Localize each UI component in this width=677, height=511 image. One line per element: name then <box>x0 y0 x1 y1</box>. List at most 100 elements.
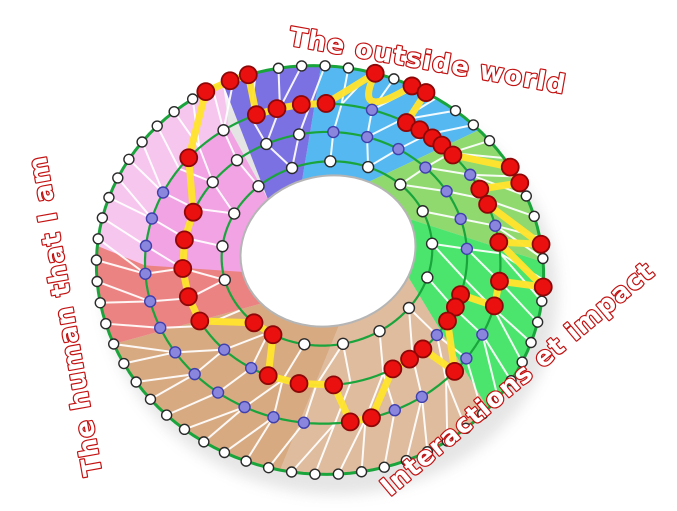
spoke-line <box>424 166 472 176</box>
spoke-line <box>313 422 336 476</box>
node-purple <box>365 103 379 117</box>
spoke-line <box>366 119 402 139</box>
node-red-path <box>173 259 193 278</box>
node-white <box>92 233 104 245</box>
node-white <box>467 119 480 131</box>
node-white <box>400 454 413 467</box>
node-white <box>186 93 199 105</box>
spoke-line <box>383 409 396 469</box>
node-white <box>319 60 331 72</box>
node-purple <box>489 219 502 232</box>
spoke-line <box>360 418 367 473</box>
node-white <box>449 104 462 117</box>
spoke-line <box>290 422 336 474</box>
node-red-path <box>484 296 504 316</box>
node-red-path <box>179 148 199 168</box>
node-white <box>378 461 390 473</box>
node-white <box>178 423 191 436</box>
spoke-line <box>445 378 467 430</box>
node-purple <box>388 404 401 417</box>
node-white <box>260 137 273 151</box>
node-white <box>107 338 120 350</box>
node-red-path <box>190 311 210 331</box>
spoke-line <box>267 421 305 469</box>
node-white <box>285 161 299 175</box>
node-white <box>198 436 210 448</box>
spoke-line <box>492 307 533 344</box>
node-white <box>160 409 173 421</box>
node-white <box>130 376 142 388</box>
spoke-line <box>405 395 423 462</box>
node-white <box>123 153 135 166</box>
node-red-path <box>220 71 240 91</box>
node-red-path <box>531 234 551 254</box>
node-purple <box>297 416 311 429</box>
node-white <box>103 191 115 204</box>
sector-salmon <box>96 245 262 345</box>
node-white <box>505 374 517 387</box>
spoke-line <box>174 348 226 354</box>
node-white <box>217 124 230 137</box>
wheel-layers <box>90 60 558 495</box>
node-white <box>477 408 489 420</box>
spoke-line <box>156 125 181 170</box>
spoke-line <box>104 322 162 329</box>
node-purple <box>139 267 152 280</box>
node-white <box>483 135 496 147</box>
spoke-line <box>97 237 147 275</box>
node-white <box>309 468 321 480</box>
node-purple <box>169 346 182 359</box>
node-purple <box>454 212 467 226</box>
node-red-path <box>258 366 278 386</box>
node-white <box>388 73 400 85</box>
spoke-line <box>481 333 513 382</box>
node-red-path <box>490 271 509 291</box>
node-red-path <box>383 359 403 379</box>
spoke-line <box>342 342 352 384</box>
spoke-line <box>112 343 177 354</box>
node-purple <box>245 361 258 375</box>
node-red-path <box>178 287 198 307</box>
node-white <box>402 301 416 315</box>
node-red-path <box>533 277 553 297</box>
node-white <box>228 207 241 220</box>
label-human-that-i-am: The human that I am <box>23 153 109 478</box>
node-purple <box>217 343 231 356</box>
spoke-line <box>340 66 350 106</box>
node-red-path <box>316 94 336 113</box>
spoke-line <box>245 416 275 463</box>
node-white <box>218 273 231 287</box>
node-white <box>332 468 345 480</box>
node-purple <box>360 130 374 144</box>
node-white <box>361 160 375 174</box>
spoke-line <box>127 158 165 194</box>
node-purple <box>156 186 170 199</box>
node-white <box>537 252 549 265</box>
node-white <box>324 155 337 168</box>
node-white <box>206 175 219 189</box>
node-white <box>298 338 311 351</box>
node-white <box>531 316 544 328</box>
spoke-line <box>122 351 177 365</box>
node-red-path <box>238 65 258 85</box>
node-white <box>216 240 229 253</box>
node-purple <box>238 400 251 414</box>
node-purple <box>476 328 489 341</box>
node-purple <box>145 212 159 225</box>
node-purple <box>139 239 153 253</box>
node-white <box>272 62 285 74</box>
node-white <box>240 455 252 467</box>
node-white <box>492 392 504 404</box>
node-white <box>536 295 548 307</box>
spoke-line <box>420 395 429 453</box>
spoke-line <box>165 391 220 417</box>
node-white <box>355 466 368 478</box>
node-red-path <box>174 230 194 250</box>
node-white <box>252 180 265 193</box>
spoke-line <box>202 406 246 443</box>
spoke-line <box>217 367 253 394</box>
node-purple <box>392 142 405 156</box>
node-white <box>394 178 407 191</box>
spoke-line <box>135 373 196 384</box>
